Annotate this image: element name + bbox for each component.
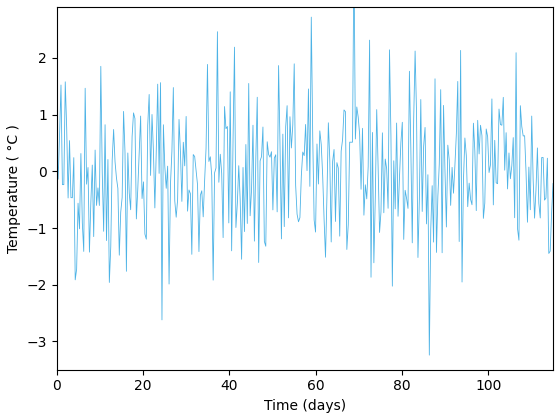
Y-axis label: Temperature ( °C ): Temperature ( °C ) [7,124,21,253]
X-axis label: Time (days): Time (days) [264,399,346,413]
